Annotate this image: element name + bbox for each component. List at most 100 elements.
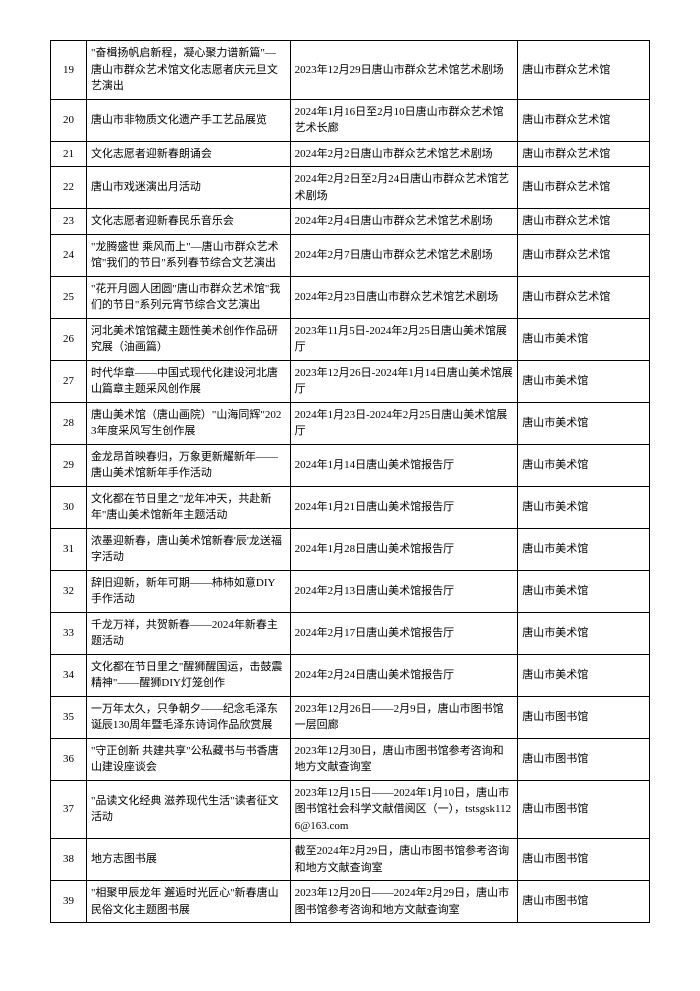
activity-name: "龙腾盛世 乘风而上"—唐山市群众艺术馆"我们的节日"系列春节综合文艺演出: [86, 234, 290, 276]
activity-name: 唐山美术馆（唐山画院）"山海同辉"2023年度采风写生创作展: [86, 402, 290, 444]
activity-name: 浓墨迎新春，唐山美术馆新春'辰'龙送福字活动: [86, 528, 290, 570]
table-row: 20唐山市非物质文化遗产手工艺品展览2024年1月16日至2月10日唐山市群众艺…: [51, 99, 650, 141]
time-place: 2023年11月5日-2024年2月25日唐山美术馆展厅: [290, 318, 518, 360]
table-row: 37"品读文化经典 滋养现代生活"读者征文活动2023年12月15日——2024…: [51, 780, 650, 839]
organizer: 唐山市图书馆: [518, 839, 650, 881]
time-place: 2023年12月29日唐山市群众艺术馆艺术剧场: [290, 41, 518, 100]
time-place: 截至2024年2月29日，唐山市图书馆参考咨询和地方文献查询室: [290, 839, 518, 881]
table-row: 22唐山市戏迷演出月活动2024年2月2日至2月24日唐山市群众艺术馆艺术剧场唐…: [51, 167, 650, 209]
table-row: 39"相聚甲辰龙年 邂逅时光匠心"新春唐山民俗文化主题图书展2023年12月20…: [51, 881, 650, 923]
table-row: 24"龙腾盛世 乘风而上"—唐山市群众艺术馆"我们的节日"系列春节综合文艺演出2…: [51, 234, 650, 276]
activity-name: 辞旧迎新，新年可期——柿柿如意DIY手作活动: [86, 570, 290, 612]
organizer: 唐山市美术馆: [518, 570, 650, 612]
organizer: 唐山市群众艺术馆: [518, 234, 650, 276]
time-place: 2024年2月7日唐山市群众艺术馆艺术剧场: [290, 234, 518, 276]
activity-name: "品读文化经典 滋养现代生活"读者征文活动: [86, 780, 290, 839]
activity-name: "相聚甲辰龙年 邂逅时光匠心"新春唐山民俗文化主题图书展: [86, 881, 290, 923]
table-row: 29金龙昂首映春归，万象更新耀新年——唐山美术馆新年手作活动2024年1月14日…: [51, 444, 650, 486]
activity-name: "奋楫扬帆启新程，凝心聚力谱新篇"—唐山市群众艺术馆文化志愿者庆元旦文艺演出: [86, 41, 290, 100]
organizer: 唐山市图书馆: [518, 881, 650, 923]
row-number: 23: [51, 209, 87, 235]
row-number: 24: [51, 234, 87, 276]
row-number: 27: [51, 360, 87, 402]
organizer: 唐山市图书馆: [518, 780, 650, 839]
row-number: 26: [51, 318, 87, 360]
row-number: 35: [51, 696, 87, 738]
time-place: 2023年12月20日——2024年2月29日，唐山市图书馆参考咨询和地方文献查…: [290, 881, 518, 923]
organizer: 唐山市群众艺术馆: [518, 167, 650, 209]
row-number: 33: [51, 612, 87, 654]
row-number: 34: [51, 654, 87, 696]
row-number: 22: [51, 167, 87, 209]
time-place: 2024年2月13日唐山美术馆报告厅: [290, 570, 518, 612]
table-row: 31浓墨迎新春，唐山美术馆新春'辰'龙送福字活动2024年1月28日唐山美术馆报…: [51, 528, 650, 570]
time-place: 2023年12月15日——2024年1月10日，唐山市图书馆社会科学文献借阅区（…: [290, 780, 518, 839]
time-place: 2023年12月26日-2024年1月14日唐山美术馆展厅: [290, 360, 518, 402]
time-place: 2024年1月14日唐山美术馆报告厅: [290, 444, 518, 486]
activity-name: 唐山市戏迷演出月活动: [86, 167, 290, 209]
organizer: 唐山市美术馆: [518, 444, 650, 486]
table-row: 30文化都在节日里之"龙年冲天，共赴新年"唐山美术馆新年主题活动2024年1月2…: [51, 486, 650, 528]
organizer: 唐山市美术馆: [518, 486, 650, 528]
activity-name: "守正创新 共建共享"公私藏书与书香唐山建设座谈会: [86, 738, 290, 780]
organizer: 唐山市美术馆: [518, 402, 650, 444]
table-row: 27时代华章——中国式现代化建设河北唐山篇章主题采风创作展2023年12月26日…: [51, 360, 650, 402]
table-row: 23文化志愿者迎新春民乐音乐会2024年2月4日唐山市群众艺术馆艺术剧场唐山市群…: [51, 209, 650, 235]
activity-name: 金龙昂首映春归，万象更新耀新年——唐山美术馆新年手作活动: [86, 444, 290, 486]
table-row: 36"守正创新 共建共享"公私藏书与书香唐山建设座谈会2023年12月30日，唐…: [51, 738, 650, 780]
activity-name: 河北美术馆馆藏主题性美术创作作品研究展（油画篇）: [86, 318, 290, 360]
time-place: 2024年2月17日唐山美术馆报告厅: [290, 612, 518, 654]
table-row: 25"花开月圆人团圆"唐山市群众艺术馆"我们的节日"系列元宵节综合文艺演出202…: [51, 276, 650, 318]
row-number: 19: [51, 41, 87, 100]
organizer: 唐山市美术馆: [518, 318, 650, 360]
time-place: 2024年1月21日唐山美术馆报告厅: [290, 486, 518, 528]
time-place: 2024年2月2日唐山市群众艺术馆艺术剧场: [290, 141, 518, 167]
organizer: 唐山市群众艺术馆: [518, 141, 650, 167]
time-place: 2024年2月23日唐山市群众艺术馆艺术剧场: [290, 276, 518, 318]
table-row: 19"奋楫扬帆启新程，凝心聚力谱新篇"—唐山市群众艺术馆文化志愿者庆元旦文艺演出…: [51, 41, 650, 100]
row-number: 39: [51, 881, 87, 923]
organizer: 唐山市美术馆: [518, 528, 650, 570]
row-number: 37: [51, 780, 87, 839]
organizer: 唐山市群众艺术馆: [518, 41, 650, 100]
row-number: 30: [51, 486, 87, 528]
time-place: 2024年2月2日至2月24日唐山市群众艺术馆艺术剧场: [290, 167, 518, 209]
activity-table: 19"奋楫扬帆启新程，凝心聚力谱新篇"—唐山市群众艺术馆文化志愿者庆元旦文艺演出…: [50, 40, 650, 923]
activity-name: 唐山市非物质文化遗产手工艺品展览: [86, 99, 290, 141]
time-place: 2024年1月23日-2024年2月25日唐山美术馆展厅: [290, 402, 518, 444]
row-number: 28: [51, 402, 87, 444]
time-place: 2024年2月4日唐山市群众艺术馆艺术剧场: [290, 209, 518, 235]
organizer: 唐山市图书馆: [518, 696, 650, 738]
time-place: 2024年2月24日唐山美术馆报告厅: [290, 654, 518, 696]
row-number: 25: [51, 276, 87, 318]
organizer: 唐山市美术馆: [518, 654, 650, 696]
table-row: 33千龙万祥，共贺新春——2024年新春主题活动2024年2月17日唐山美术馆报…: [51, 612, 650, 654]
activity-name: 地方志图书展: [86, 839, 290, 881]
activity-name: 一万年太久，只争朝夕——纪念毛泽东诞辰130周年暨毛泽东诗词作品欣赏展: [86, 696, 290, 738]
row-number: 31: [51, 528, 87, 570]
activity-name: "花开月圆人团圆"唐山市群众艺术馆"我们的节日"系列元宵节综合文艺演出: [86, 276, 290, 318]
table-row: 28唐山美术馆（唐山画院）"山海同辉"2023年度采风写生创作展2024年1月2…: [51, 402, 650, 444]
activity-name: 文化都在节日里之"醒狮醒国运，击鼓震精神"——醒狮DIY灯笼创作: [86, 654, 290, 696]
time-place: 2023年12月30日，唐山市图书馆参考咨询和地方文献查询室: [290, 738, 518, 780]
table-row: 21文化志愿者迎新春朗诵会2024年2月2日唐山市群众艺术馆艺术剧场唐山市群众艺…: [51, 141, 650, 167]
organizer: 唐山市图书馆: [518, 738, 650, 780]
time-place: 2024年1月28日唐山美术馆报告厅: [290, 528, 518, 570]
row-number: 29: [51, 444, 87, 486]
table-row: 32辞旧迎新，新年可期——柿柿如意DIY手作活动2024年2月13日唐山美术馆报…: [51, 570, 650, 612]
row-number: 20: [51, 99, 87, 141]
table-row: 35一万年太久，只争朝夕——纪念毛泽东诞辰130周年暨毛泽东诗词作品欣赏展202…: [51, 696, 650, 738]
activity-name: 文化志愿者迎新春民乐音乐会: [86, 209, 290, 235]
organizer: 唐山市群众艺术馆: [518, 99, 650, 141]
row-number: 21: [51, 141, 87, 167]
activity-name: 千龙万祥，共贺新春——2024年新春主题活动: [86, 612, 290, 654]
activity-name: 时代华章——中国式现代化建设河北唐山篇章主题采风创作展: [86, 360, 290, 402]
time-place: 2023年12月26日——2月9日，唐山市图书馆一层回廊: [290, 696, 518, 738]
activity-name: 文化志愿者迎新春朗诵会: [86, 141, 290, 167]
table-row: 34文化都在节日里之"醒狮醒国运，击鼓震精神"——醒狮DIY灯笼创作2024年2…: [51, 654, 650, 696]
row-number: 38: [51, 839, 87, 881]
organizer: 唐山市美术馆: [518, 612, 650, 654]
organizer: 唐山市群众艺术馆: [518, 276, 650, 318]
organizer: 唐山市美术馆: [518, 360, 650, 402]
table-row: 38地方志图书展截至2024年2月29日，唐山市图书馆参考咨询和地方文献查询室唐…: [51, 839, 650, 881]
